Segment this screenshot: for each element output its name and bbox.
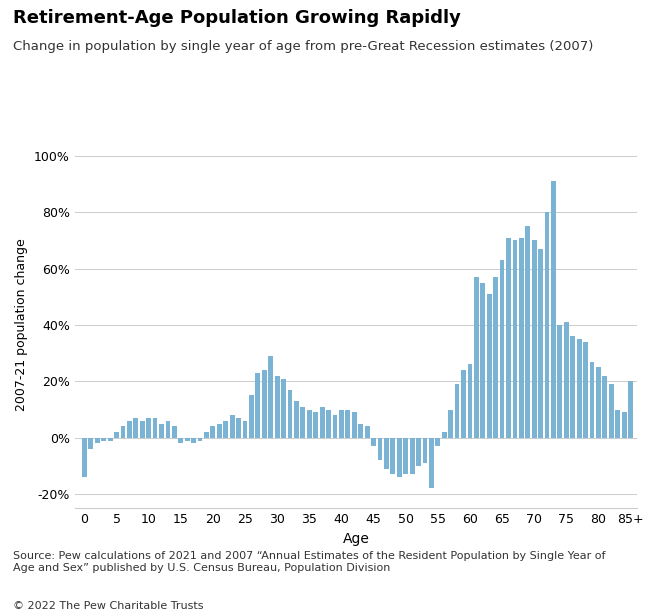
Bar <box>442 432 447 438</box>
Bar <box>358 424 363 438</box>
Bar <box>326 410 331 438</box>
Bar <box>88 438 93 449</box>
Bar <box>300 407 306 438</box>
Bar <box>127 421 132 438</box>
Bar <box>185 438 190 440</box>
Bar <box>551 181 556 438</box>
Bar <box>545 212 549 438</box>
Bar <box>159 424 164 438</box>
Bar <box>506 238 511 438</box>
Bar <box>512 240 517 438</box>
Bar <box>313 412 318 438</box>
Bar <box>236 418 241 438</box>
Bar <box>590 362 595 438</box>
Bar <box>493 277 498 438</box>
Bar <box>275 376 280 438</box>
Bar <box>178 438 183 444</box>
Bar <box>603 376 607 438</box>
Bar <box>172 426 177 438</box>
Bar <box>371 438 376 446</box>
Bar <box>140 421 145 438</box>
Bar <box>474 277 479 438</box>
Bar <box>596 367 601 438</box>
Bar <box>133 418 138 438</box>
Bar <box>191 438 196 444</box>
Bar <box>320 407 324 438</box>
Bar <box>422 438 427 463</box>
Bar <box>577 339 582 438</box>
Bar <box>352 412 357 438</box>
Bar <box>500 260 504 438</box>
Bar <box>249 395 254 438</box>
Bar <box>82 438 87 477</box>
Bar <box>307 410 312 438</box>
Text: Source: Pew calculations of 2021 and 2007 “Annual Estimates of the Resident Popu: Source: Pew calculations of 2021 and 200… <box>13 551 606 573</box>
Bar <box>146 418 151 438</box>
Bar <box>198 438 202 440</box>
X-axis label: Age: Age <box>343 532 369 546</box>
Bar <box>153 418 157 438</box>
Bar <box>268 356 273 438</box>
Bar <box>166 421 170 438</box>
Bar <box>609 384 614 438</box>
Bar <box>525 226 530 438</box>
Bar <box>224 421 228 438</box>
Bar <box>616 410 620 438</box>
Bar <box>255 373 260 438</box>
Bar <box>436 438 440 446</box>
Y-axis label: 2007-21 population change: 2007-21 population change <box>16 238 29 411</box>
Bar <box>294 401 299 438</box>
Bar <box>287 390 292 438</box>
Bar <box>204 432 209 438</box>
Bar <box>211 426 215 438</box>
Bar <box>410 438 415 474</box>
Bar <box>429 438 434 488</box>
Bar <box>538 249 543 438</box>
Bar <box>628 381 633 438</box>
Bar <box>570 336 575 438</box>
Bar <box>448 410 453 438</box>
Bar <box>564 322 569 438</box>
Bar <box>217 424 222 438</box>
Bar <box>519 238 524 438</box>
Bar <box>114 432 119 438</box>
Text: Retirement-Age Population Growing Rapidly: Retirement-Age Population Growing Rapidl… <box>13 9 461 27</box>
Bar <box>397 438 402 477</box>
Bar <box>333 415 337 438</box>
Bar <box>403 438 408 474</box>
Bar <box>532 240 537 438</box>
Bar <box>378 438 382 460</box>
Bar <box>461 370 466 438</box>
Text: Change in population by single year of age from pre-Great Recession estimates (2: Change in population by single year of a… <box>13 40 593 53</box>
Bar <box>345 410 350 438</box>
Text: © 2022 The Pew Charitable Trusts: © 2022 The Pew Charitable Trusts <box>13 601 203 610</box>
Bar <box>467 365 473 438</box>
Bar <box>262 370 266 438</box>
Bar <box>454 384 460 438</box>
Bar <box>416 438 421 466</box>
Bar <box>365 426 370 438</box>
Bar <box>622 412 627 438</box>
Bar <box>487 294 491 438</box>
Bar <box>108 438 112 440</box>
Bar <box>120 426 125 438</box>
Bar <box>229 415 235 438</box>
Bar <box>384 438 389 469</box>
Bar <box>583 342 588 438</box>
Bar <box>391 438 395 474</box>
Bar <box>101 438 106 440</box>
Bar <box>95 438 99 444</box>
Bar <box>480 283 485 438</box>
Bar <box>242 421 248 438</box>
Bar <box>339 410 344 438</box>
Bar <box>281 378 286 438</box>
Bar <box>558 325 562 438</box>
